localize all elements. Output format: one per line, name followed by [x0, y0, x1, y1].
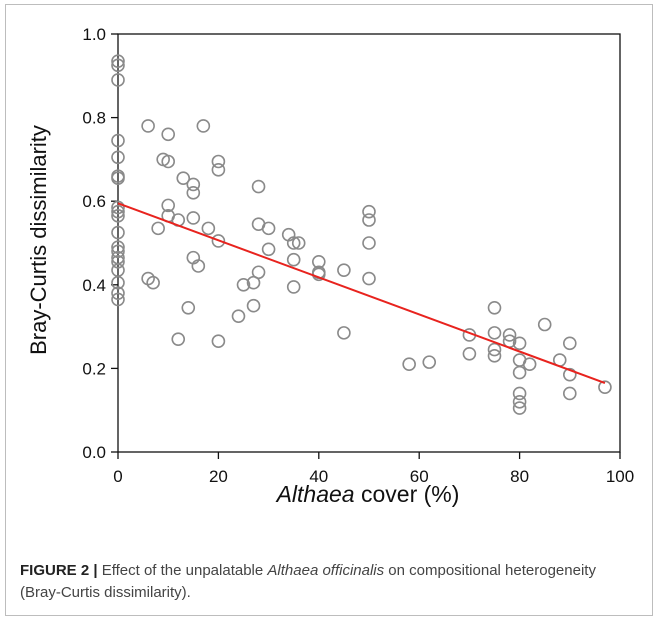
data-point	[191, 259, 206, 273]
y-axis-label: Bray-Curtis dissimilarity	[26, 125, 51, 355]
data-point	[251, 265, 266, 280]
data-point	[487, 326, 502, 340]
data-point	[537, 317, 552, 332]
data-point	[512, 365, 527, 380]
data-point	[422, 355, 437, 369]
data-point	[111, 292, 125, 307]
figure-caption: FIGURE 2 | Effect of the unpalatable Alt…	[20, 560, 640, 604]
data-point	[111, 58, 125, 73]
data-point	[111, 54, 125, 68]
x-tick-label: 40	[309, 467, 328, 486]
data-point	[337, 263, 351, 277]
data-point	[171, 332, 186, 346]
data-point	[362, 236, 376, 250]
data-point	[161, 154, 175, 169]
data-point	[111, 209, 125, 223]
y-tick-label: 0.8	[82, 109, 106, 128]
y-tick-label: 0.6	[82, 192, 106, 211]
data-point	[487, 342, 502, 357]
data-point	[286, 236, 301, 250]
data-point	[111, 204, 125, 219]
data-point	[111, 133, 125, 148]
data-point	[111, 150, 125, 165]
data-point	[111, 171, 125, 186]
data-point	[402, 357, 416, 372]
data-point	[141, 119, 155, 133]
data-point	[512, 395, 527, 409]
points-layer	[111, 54, 612, 415]
data-point	[111, 275, 125, 290]
data-point	[186, 186, 201, 200]
data-point	[562, 386, 577, 401]
data-point	[246, 298, 261, 313]
caption-label: FIGURE 2 |	[20, 562, 98, 579]
caption-text-before: Effect of the unpalatable	[97, 562, 268, 579]
data-point	[111, 244, 125, 259]
caption-species: Althaea officinalis	[267, 562, 385, 579]
data-point	[362, 204, 376, 219]
x-axis-label: Althaea cover (%)	[275, 481, 460, 507]
data-point	[512, 386, 527, 401]
data-point	[487, 349, 502, 363]
data-point	[502, 328, 517, 342]
data-point	[236, 277, 251, 292]
data-point	[211, 154, 226, 169]
data-point	[111, 73, 125, 87]
data-point	[201, 221, 216, 236]
x-tick-label: 60	[410, 467, 429, 486]
data-point	[151, 221, 165, 236]
data-point	[181, 300, 196, 315]
data-point	[111, 200, 125, 215]
data-point	[462, 346, 477, 361]
data-point	[196, 119, 211, 133]
caption-text-after: on compositional heterogeneity (Bray-Cur…	[20, 562, 596, 601]
data-point	[286, 280, 301, 294]
data-point	[111, 286, 125, 300]
data-point	[512, 336, 527, 351]
data-point	[211, 334, 226, 349]
data-point	[161, 127, 175, 142]
x-tick-label: 0	[113, 467, 122, 486]
data-point	[146, 275, 160, 290]
data-point	[562, 367, 577, 382]
plot-area-border	[117, 33, 621, 453]
y-tick-label: 1.0	[82, 25, 106, 44]
data-point	[111, 225, 125, 240]
scatter-chart: 0 20 40 60 80 100 0.0 0.2 0.4 0.6 0.8 1.0 Bray-Curt…	[26, 25, 634, 507]
data-point	[111, 255, 125, 269]
axes-group: 0 20 40 60 80 100 0.0 0.2 0.4 0.6 0.8 1.0	[82, 25, 634, 486]
x-tick-label: 20	[209, 467, 228, 486]
data-point	[337, 326, 351, 340]
data-point	[291, 236, 306, 250]
data-point	[522, 357, 537, 372]
data-point	[562, 336, 577, 351]
x-axis-label-italic: Althaea	[275, 481, 355, 507]
regression-line	[117, 202, 606, 384]
data-point	[111, 240, 125, 254]
data-point	[598, 380, 612, 395]
x-tick-label: 100	[606, 467, 634, 486]
data-point	[261, 242, 276, 257]
y-tick-label: 0.0	[82, 443, 106, 462]
data-point	[211, 234, 226, 248]
y-tick-label: 0.2	[82, 359, 106, 378]
data-point	[362, 271, 376, 286]
fit-line-layer	[117, 202, 606, 384]
data-point	[251, 179, 266, 194]
y-tick-label: 0.4	[82, 276, 106, 295]
data-point	[161, 198, 175, 213]
figure-frame	[5, 4, 653, 616]
data-point	[176, 171, 191, 186]
data-point	[487, 300, 502, 315]
data-point	[512, 401, 527, 415]
x-tick-label: 80	[510, 467, 529, 486]
data-point	[286, 252, 301, 267]
data-point	[186, 211, 201, 225]
data-point	[362, 213, 376, 227]
x-axis-label-rest: cover (%)	[355, 481, 460, 507]
data-point	[261, 221, 276, 236]
data-point	[186, 177, 201, 192]
data-point	[211, 163, 226, 177]
data-point	[231, 309, 246, 323]
